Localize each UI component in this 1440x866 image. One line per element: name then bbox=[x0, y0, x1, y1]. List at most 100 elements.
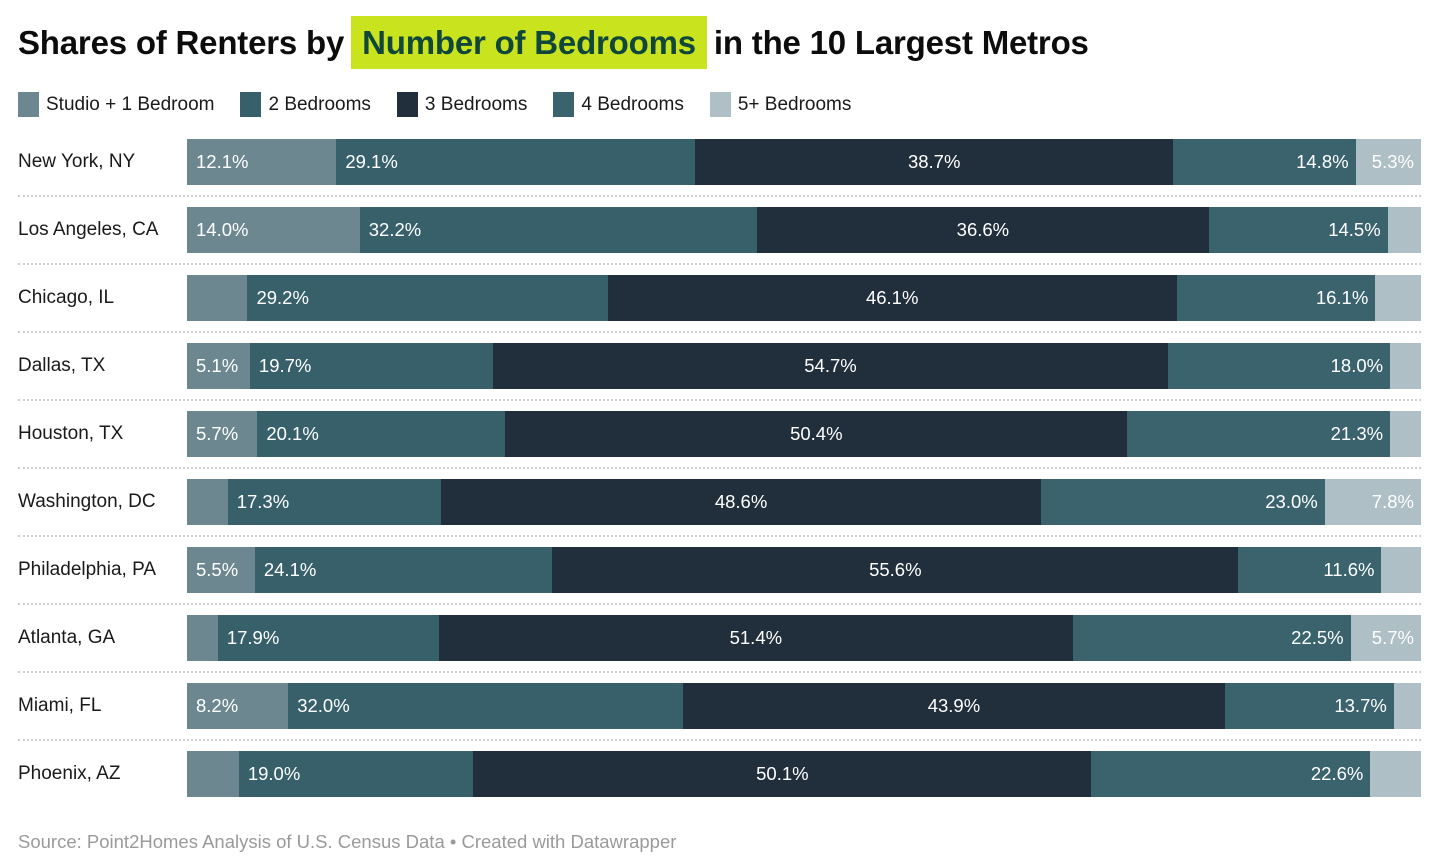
bar-segment-studio-1-bedroom bbox=[187, 479, 228, 526]
value-label: 36.6% bbox=[956, 219, 1010, 241]
metro-label: Philadelphia, PA bbox=[18, 559, 157, 581]
bar-segment-4-bedrooms: 13.7% bbox=[1224, 683, 1394, 730]
chart-rows: New York, NY 12.1% 29.1% 38.7% 14.8% 5.3% Los … bbox=[18, 139, 1421, 798]
legend-item-studio-1-bedroom: Studio + 1 Bedroom bbox=[18, 92, 215, 118]
row-separator bbox=[18, 195, 1421, 198]
value-label: 55.6% bbox=[869, 559, 922, 581]
chart-row: Washington, DC 17.3% 48.6% 23.0% 7.8% bbox=[18, 479, 1421, 526]
value-label: 5.7% bbox=[1371, 627, 1414, 649]
stacked-bar: 5.7% 20.1% 50.4% 21.3% bbox=[187, 411, 1421, 458]
row-separator bbox=[18, 739, 1421, 742]
row-separator bbox=[18, 671, 1421, 674]
bar-segment-studio-1-bedroom bbox=[187, 275, 248, 322]
row-separator bbox=[18, 467, 1421, 470]
metro-label: Phoenix, AZ bbox=[18, 763, 121, 785]
stacked-bar: 8.2% 32.0% 43.9% 13.7% bbox=[187, 683, 1421, 730]
value-label: 22.5% bbox=[1291, 627, 1344, 649]
legend-swatch-icon bbox=[709, 92, 731, 118]
stacked-bar: 19.0% 50.1% 22.6% bbox=[187, 751, 1421, 798]
stacked-bar: 17.3% 48.6% 23.0% 7.8% bbox=[187, 479, 1421, 526]
bar-segment-3-bedrooms: 51.4% bbox=[438, 615, 1073, 662]
bar-segment-5-bedrooms bbox=[1387, 207, 1421, 254]
value-label: 12.1% bbox=[196, 151, 249, 173]
stacked-bar: 5.5% 24.1% 55.6% 11.6% bbox=[187, 547, 1421, 594]
bar-segment-2-bedrooms: 17.3% bbox=[227, 479, 442, 526]
value-label: 17.9% bbox=[226, 627, 280, 649]
legend-label: 3 Bedrooms bbox=[424, 93, 528, 115]
legend: Studio + 1 Bedroom 2 Bedrooms 3 Bedrooms 4 … bbox=[18, 92, 1421, 118]
legend-item-5-bedrooms: 5+ Bedrooms bbox=[709, 92, 852, 118]
chart-row: Atlanta, GA 17.9% 51.4% 22.5% 5.7% bbox=[18, 615, 1421, 662]
legend-label: 4 Bedrooms bbox=[581, 93, 684, 115]
bar-segment-2-bedrooms: 24.1% bbox=[254, 547, 553, 594]
value-label: 32.0% bbox=[297, 695, 350, 717]
bar-segment-5-bedrooms bbox=[1393, 683, 1421, 730]
chart-row: Los Angeles, CA 14.0% 32.2% 36.6% 14.5% bbox=[18, 207, 1421, 254]
value-label: 24.1% bbox=[263, 559, 317, 581]
chart-row: Houston, TX 5.7% 20.1% 50.4% 21.3% bbox=[18, 411, 1421, 458]
source-footer: Source: Point2Homes Analysis of U.S. Cen… bbox=[18, 831, 1421, 853]
bar-segment-2-bedrooms: 32.2% bbox=[359, 207, 758, 254]
metro-label: New York, NY bbox=[18, 151, 136, 173]
value-label: 18.0% bbox=[1330, 355, 1384, 377]
bar-segment-4-bedrooms: 21.3% bbox=[1127, 411, 1391, 458]
legend-swatch-icon bbox=[18, 92, 39, 118]
bar-segment-4-bedrooms: 18.0% bbox=[1168, 343, 1391, 390]
metro-label: Washington, DC bbox=[18, 491, 156, 513]
row-separator bbox=[18, 331, 1421, 334]
value-label: 11.6% bbox=[1323, 559, 1375, 581]
stacked-bar: 14.0% 32.2% 36.6% 14.5% bbox=[187, 207, 1421, 254]
row-separator bbox=[18, 535, 1421, 538]
value-label: 19.7% bbox=[258, 355, 312, 377]
value-label: 14.5% bbox=[1328, 219, 1381, 241]
value-label: 22.6% bbox=[1310, 763, 1364, 785]
chart-row: Philadelphia, PA 5.5% 24.1% 55.6% 11.6% bbox=[18, 547, 1421, 594]
value-label: 50.1% bbox=[756, 763, 809, 785]
bar-segment-2-bedrooms: 17.9% bbox=[217, 615, 439, 662]
bar-segment-studio-1-bedroom: 5.1% bbox=[187, 343, 250, 390]
title-prefix: Shares of Renters by bbox=[18, 24, 345, 61]
bar-segment-4-bedrooms: 16.1% bbox=[1176, 275, 1376, 322]
metro-label: Miami, FL bbox=[18, 695, 102, 717]
bar-segment-studio-1-bedroom: 5.7% bbox=[187, 411, 258, 458]
bar-segment-3-bedrooms: 50.1% bbox=[473, 751, 1092, 798]
value-label: 14.8% bbox=[1296, 151, 1349, 173]
bar-segment-3-bedrooms: 46.1% bbox=[607, 275, 1177, 322]
bar-segment-5-bedrooms: 5.3% bbox=[1355, 139, 1421, 186]
bar-segment-3-bedrooms: 36.6% bbox=[757, 207, 1209, 254]
value-label: 32.2% bbox=[368, 219, 422, 241]
value-label: 16.1% bbox=[1315, 287, 1369, 309]
chart-row: New York, NY 12.1% 29.1% 38.7% 14.8% 5.3% bbox=[18, 139, 1421, 186]
bar-segment-5-bedrooms bbox=[1381, 547, 1421, 594]
chart-row: Chicago, IL 29.2% 46.1% 16.1% bbox=[18, 275, 1421, 322]
bar-segment-studio-1-bedroom: 8.2% bbox=[187, 683, 289, 730]
legend-swatch-icon bbox=[396, 92, 418, 118]
metro-label: Atlanta, GA bbox=[18, 627, 116, 649]
bar-segment-studio-1-bedroom bbox=[187, 615, 218, 662]
stacked-bar: 29.2% 46.1% 16.1% bbox=[187, 275, 1421, 322]
bar-segment-2-bedrooms: 32.0% bbox=[288, 683, 684, 730]
title-highlight: Number of Bedrooms bbox=[351, 16, 707, 69]
row-separator bbox=[18, 603, 1421, 606]
bar-segment-5-bedrooms bbox=[1390, 343, 1421, 390]
value-label: 5.7% bbox=[196, 423, 239, 445]
page-title: Shares of Renters by Number of Bedrooms in… bbox=[18, 16, 1421, 69]
bar-segment-4-bedrooms: 14.5% bbox=[1208, 207, 1388, 254]
value-label: 20.1% bbox=[266, 423, 319, 445]
value-label: 29.2% bbox=[256, 287, 309, 309]
stacked-bar: 5.1% 19.7% 54.7% 18.0% bbox=[187, 343, 1421, 390]
legend-label: Studio + 1 Bedroom bbox=[46, 93, 215, 115]
bar-segment-4-bedrooms: 22.6% bbox=[1091, 751, 1371, 798]
source-text: Source: Point2Homes Analysis of U.S. Cen… bbox=[18, 831, 677, 853]
value-label: 21.3% bbox=[1330, 423, 1384, 445]
legend-swatch-icon bbox=[553, 92, 575, 118]
metro-label: Chicago, IL bbox=[18, 287, 115, 309]
bar-segment-2-bedrooms: 29.2% bbox=[247, 275, 608, 322]
stacked-bar: 12.1% 29.1% 38.7% 14.8% 5.3% bbox=[187, 139, 1421, 186]
value-label: 38.7% bbox=[907, 151, 961, 173]
bar-segment-studio-1-bedroom bbox=[187, 751, 239, 798]
bar-segment-2-bedrooms: 20.1% bbox=[257, 411, 506, 458]
bar-segment-4-bedrooms: 14.8% bbox=[1172, 139, 1356, 186]
bar-segment-2-bedrooms: 29.1% bbox=[336, 139, 696, 186]
legend-label: 5+ Bedrooms bbox=[737, 93, 852, 115]
